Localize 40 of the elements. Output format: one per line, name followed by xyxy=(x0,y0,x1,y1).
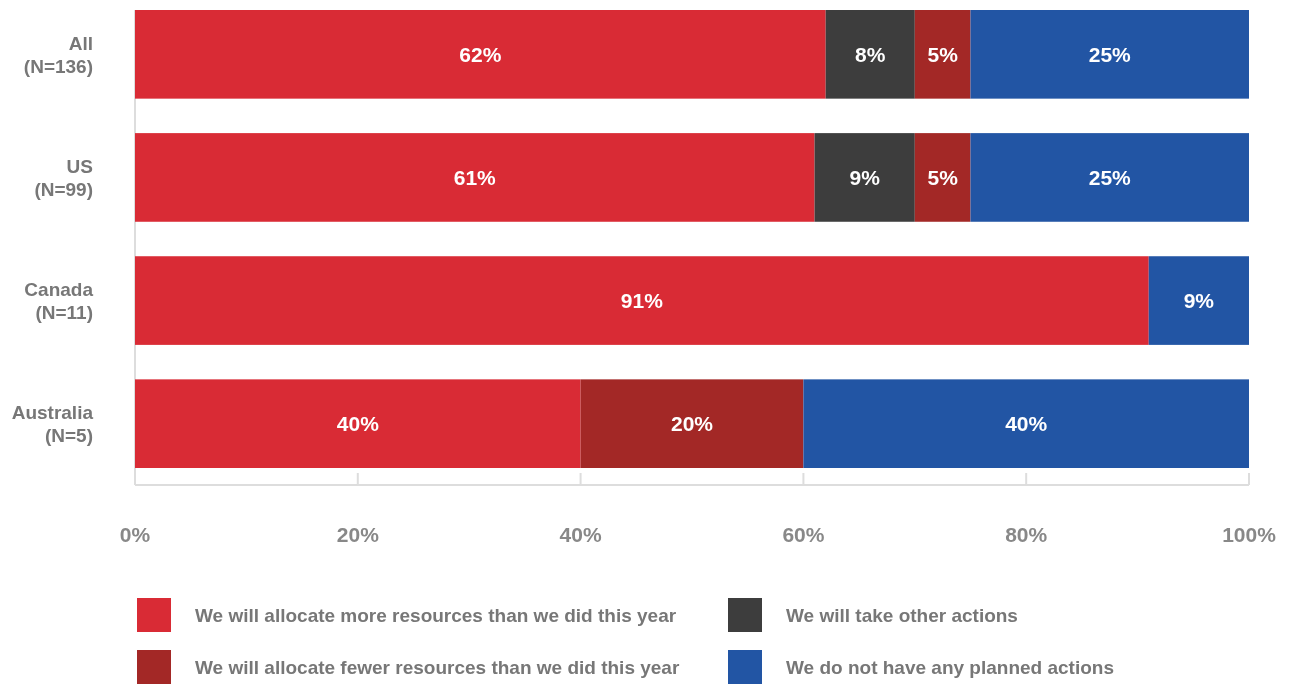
bar xyxy=(580,379,804,468)
data-label: 40% xyxy=(1005,412,1048,436)
bar xyxy=(135,133,815,222)
x-tick-label: 60% xyxy=(782,523,825,546)
bar xyxy=(970,133,1249,222)
data-label: 40% xyxy=(336,412,380,436)
data-label: 20% xyxy=(670,412,714,436)
data-label: 91% xyxy=(620,288,664,312)
x-tick-label: 100% xyxy=(1222,523,1277,546)
bar xyxy=(914,10,971,99)
data-label: 5% xyxy=(927,165,959,189)
legend-label: We do not have any planned actions xyxy=(786,656,1114,678)
bar xyxy=(135,256,1149,345)
y-tick-label: Canada (N=11) xyxy=(24,279,94,324)
bar xyxy=(914,133,971,222)
legend-label: We will take other actions xyxy=(786,604,1018,626)
legend-label: We will allocate more resources than we did this year xyxy=(195,604,677,626)
y-tick-label: All (N=136) xyxy=(23,32,93,77)
bar xyxy=(803,379,1249,468)
x-tick-label: 0% xyxy=(119,523,151,546)
data-label: 5% xyxy=(927,42,959,66)
data-label: 8% xyxy=(855,42,886,66)
bar xyxy=(970,10,1249,99)
data-label: 61% xyxy=(453,165,497,189)
data-label: 9% xyxy=(849,165,881,189)
y-tick-label: US (N=99) xyxy=(34,156,93,201)
data-label: 62% xyxy=(459,42,502,66)
legend-label: We will allocate fewer resources than we did this year xyxy=(195,656,680,678)
x-tick-label: 40% xyxy=(559,523,602,546)
bar xyxy=(814,133,915,222)
data-label: 9% xyxy=(1183,288,1215,312)
bar xyxy=(135,379,581,468)
bar xyxy=(825,10,915,99)
data-label: 25% xyxy=(1088,165,1132,189)
bar xyxy=(135,10,826,99)
bar xyxy=(1148,256,1249,345)
y-tick-label: Australia (N=5) xyxy=(11,402,94,447)
data-label: 25% xyxy=(1088,42,1132,66)
x-tick-label: 80% xyxy=(1005,523,1048,546)
x-tick-label: 20% xyxy=(336,523,380,546)
